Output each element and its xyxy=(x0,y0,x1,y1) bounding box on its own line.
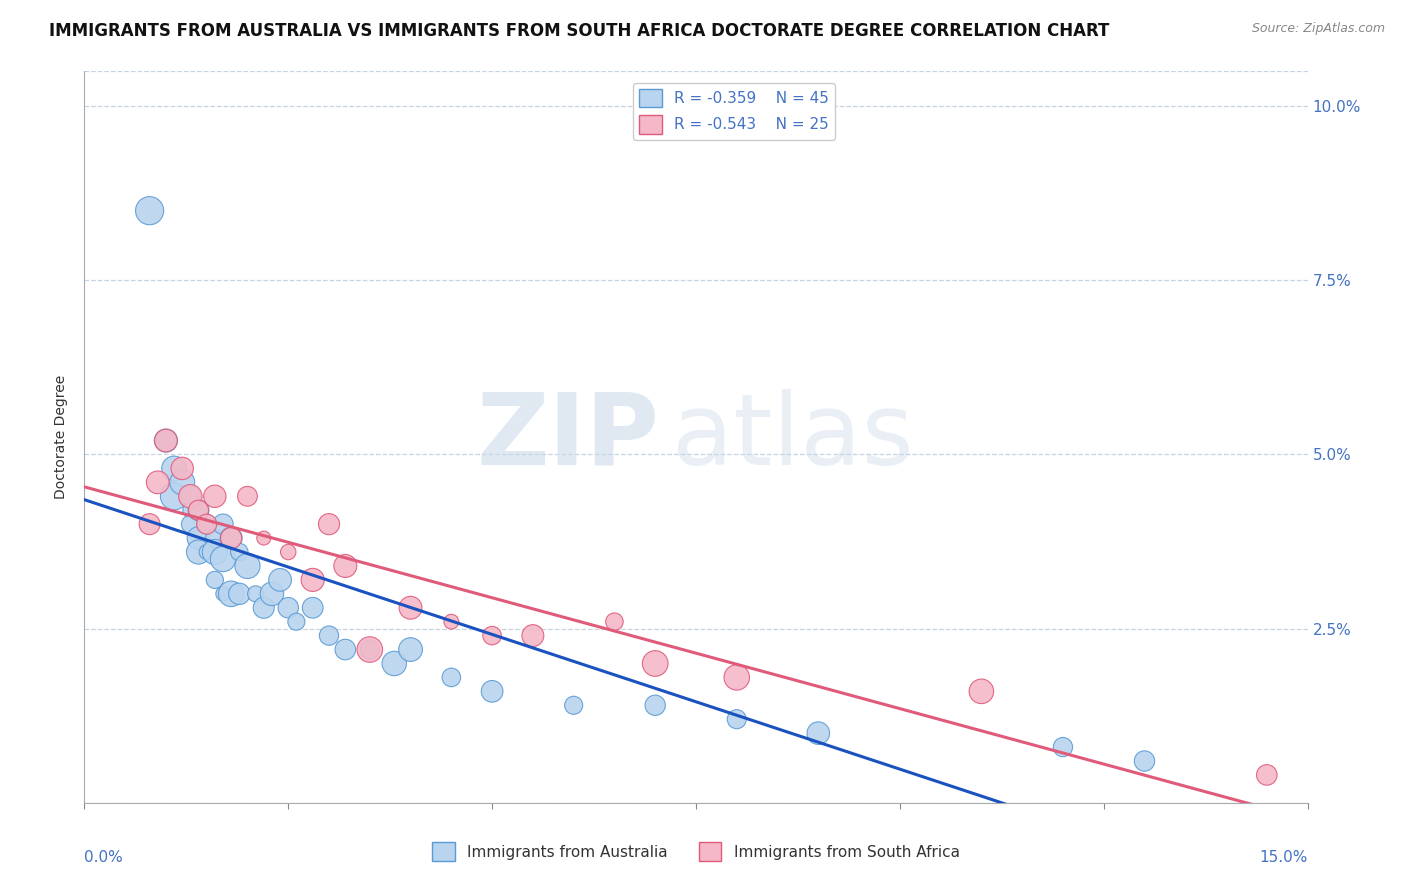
Point xyxy=(807,726,830,740)
Point xyxy=(204,489,226,503)
Point xyxy=(285,615,308,629)
Point xyxy=(179,489,201,503)
Point xyxy=(212,517,235,532)
Y-axis label: Doctorate Degree: Doctorate Degree xyxy=(55,375,69,500)
Point xyxy=(260,587,283,601)
Text: IMMIGRANTS FROM AUSTRALIA VS IMMIGRANTS FROM SOUTH AFRICA DOCTORATE DEGREE CORRE: IMMIGRANTS FROM AUSTRALIA VS IMMIGRANTS … xyxy=(49,22,1109,40)
Point xyxy=(399,642,422,657)
Point xyxy=(644,657,666,671)
Point xyxy=(725,670,748,684)
Point xyxy=(277,545,299,559)
Point xyxy=(228,587,250,601)
Point xyxy=(228,545,250,559)
Legend: Immigrants from Australia, Immigrants from South Africa: Immigrants from Australia, Immigrants fr… xyxy=(432,842,960,861)
Point xyxy=(335,642,357,657)
Point xyxy=(195,517,218,532)
Point xyxy=(603,615,626,629)
Point xyxy=(146,475,169,490)
Point xyxy=(204,573,226,587)
Text: ZIP: ZIP xyxy=(477,389,659,485)
Point xyxy=(399,600,422,615)
Point xyxy=(318,629,340,643)
Point xyxy=(172,461,194,475)
Text: 15.0%: 15.0% xyxy=(1260,850,1308,865)
Point xyxy=(481,684,503,698)
Point xyxy=(725,712,748,726)
Point xyxy=(301,600,323,615)
Point xyxy=(335,558,357,573)
Point xyxy=(219,531,242,545)
Point xyxy=(236,489,259,503)
Point xyxy=(1052,740,1074,755)
Point xyxy=(245,587,267,601)
Point xyxy=(481,629,503,643)
Point xyxy=(1256,768,1278,782)
Point xyxy=(195,545,218,559)
Point xyxy=(236,558,259,573)
Point xyxy=(179,517,201,532)
Point xyxy=(440,670,463,684)
Point xyxy=(382,657,405,671)
Point xyxy=(172,475,194,490)
Point xyxy=(204,531,226,545)
Point xyxy=(179,503,201,517)
Point xyxy=(163,489,186,503)
Text: Source: ZipAtlas.com: Source: ZipAtlas.com xyxy=(1251,22,1385,36)
Point xyxy=(163,461,186,475)
Point xyxy=(301,573,323,587)
Point xyxy=(440,615,463,629)
Point xyxy=(359,642,381,657)
Point xyxy=(269,573,291,587)
Point xyxy=(253,600,276,615)
Point xyxy=(155,434,177,448)
Point xyxy=(195,517,218,532)
Point xyxy=(212,552,235,566)
Point xyxy=(187,503,209,517)
Point xyxy=(187,503,209,517)
Point xyxy=(155,434,177,448)
Text: 0.0%: 0.0% xyxy=(84,850,124,865)
Point xyxy=(212,587,235,601)
Point xyxy=(1133,754,1156,768)
Point xyxy=(219,587,242,601)
Point xyxy=(277,600,299,615)
Point xyxy=(138,517,160,532)
Point xyxy=(562,698,585,713)
Point xyxy=(187,545,209,559)
Point xyxy=(253,531,276,545)
Point xyxy=(522,629,544,643)
Point xyxy=(179,489,201,503)
Point xyxy=(970,684,993,698)
Point xyxy=(155,434,177,448)
Point xyxy=(644,698,666,713)
Point xyxy=(187,531,209,545)
Point xyxy=(219,531,242,545)
Point xyxy=(359,642,381,657)
Text: atlas: atlas xyxy=(672,389,912,485)
Point xyxy=(318,517,340,532)
Point xyxy=(138,203,160,218)
Point xyxy=(204,545,226,559)
